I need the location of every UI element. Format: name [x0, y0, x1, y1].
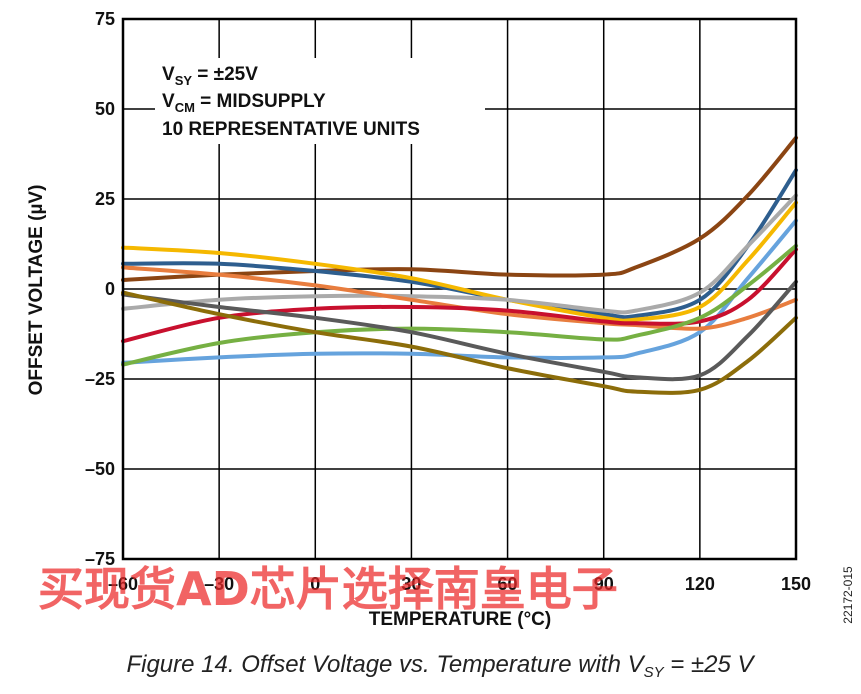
series-line-10	[121, 290, 798, 395]
x-tick-label: 150	[781, 574, 811, 594]
watermark-text: 买现货AD芯片选择南皇电子	[38, 562, 618, 616]
series-line-1	[121, 135, 798, 282]
y-tick-label: 75	[95, 9, 115, 29]
y-tick-label: –50	[85, 459, 115, 479]
series-line-6	[121, 265, 798, 331]
x-tick-label: 120	[685, 574, 715, 594]
y-tick-label: –75	[85, 549, 115, 569]
x-tick-label: 0	[310, 574, 320, 594]
y-tick-label: 50	[95, 99, 115, 119]
y-tick-label: 0	[105, 279, 115, 299]
series-line-4	[121, 193, 798, 315]
y-axis-title: OFFSET VOLTAGE (µV)	[26, 185, 47, 396]
plot-frame	[121, 17, 798, 561]
y-tick-labels: 75 50 25 0 –25 –50 –75	[85, 9, 115, 569]
annotation-background	[155, 58, 485, 144]
x-tick-label: –60	[108, 574, 138, 594]
series-lines	[121, 135, 798, 395]
series-line-3	[121, 200, 798, 323]
x-tick-label: –30	[204, 574, 234, 594]
y-tick-label: 25	[95, 189, 115, 209]
figure-id: 22172-015	[841, 566, 855, 624]
annotation-vsy: VSY = ±25V	[162, 64, 258, 88]
annotation-box: VSY = ±25V VCM = MIDSUPPLY 10 REPRESENTA…	[155, 58, 485, 144]
x-axis-title: TEMPERATURE (°C)	[369, 609, 551, 630]
x-tick-label: 60	[498, 574, 518, 594]
series-line-9	[121, 279, 798, 382]
annotation-units: 10 REPRESENTATIVE UNITS	[162, 119, 420, 140]
y-tick-label: –25	[85, 369, 115, 389]
x-tick-label: 90	[594, 574, 614, 594]
figure-caption: Figure 14. Offset Voltage vs. Temperatur…	[126, 651, 755, 681]
annotation-vcm: VCM = MIDSUPPLY	[162, 91, 326, 115]
x-tick-label: 30	[401, 574, 421, 594]
series-line-8	[121, 243, 798, 367]
x-tick-labels: –60 –30 0 30 60 90 120 150	[108, 574, 811, 594]
